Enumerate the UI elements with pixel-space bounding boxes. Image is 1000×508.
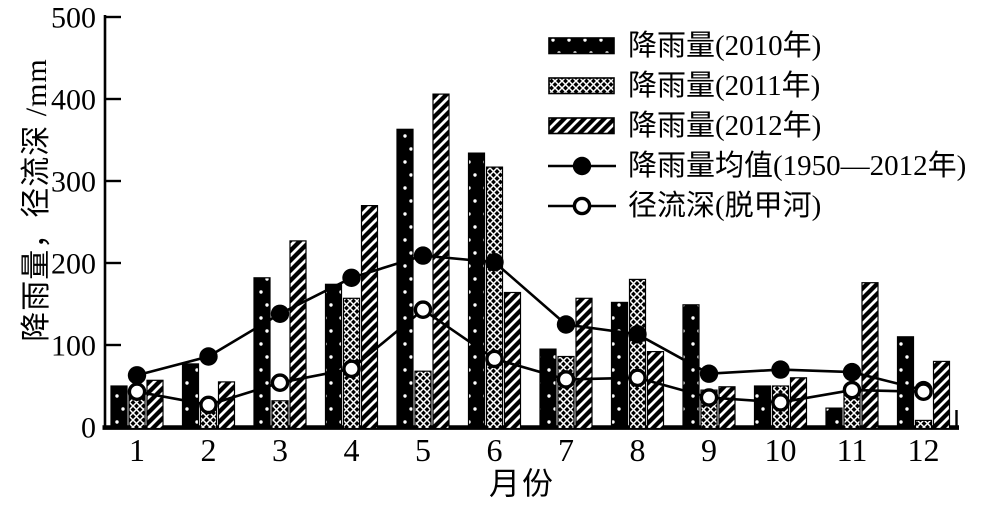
mean-marker-month-5: [413, 246, 433, 265]
bar-s1-month-7: [557, 355, 575, 430]
mean-marker-month-8: [628, 325, 647, 344]
mean-marker-month-3: [270, 304, 290, 323]
x-tick-label: 4: [344, 432, 360, 468]
x-tick-label: 1: [129, 432, 145, 468]
x-tick-label: 7: [558, 432, 574, 468]
mean-marker-month-4: [342, 268, 361, 287]
legend-swatch-diagonal-stripes-icon: [548, 117, 615, 135]
legend-item: 径流深(脱甲河): [548, 186, 966, 226]
mean-marker-month-10: [771, 360, 790, 379]
x-axis: 1 2 3 4 5 6 7 8 9 10 11 12: [102, 410, 959, 468]
bar-s0-month-8: [610, 301, 629, 430]
bar-s0-month-1: [110, 385, 128, 430]
bar-s0-month-9: [682, 304, 700, 430]
legend-item-label: 降雨量(2010年): [628, 29, 822, 62]
bar-s2-month-9: [718, 386, 736, 430]
bar-s1-month-8: [628, 278, 647, 430]
bar-s2-month-8: [646, 351, 665, 430]
runoff-marker-month-3: [270, 373, 290, 393]
bar-s0-month-6: [467, 152, 486, 430]
runoff-marker-month-4: [342, 359, 361, 379]
line-series-1: [127, 300, 933, 415]
legend-swatch-dots-icon: [548, 37, 615, 55]
legend-item: 降雨量(2010年): [548, 26, 966, 66]
bar-s0-month-12: [896, 336, 915, 430]
bar-series-2: [146, 93, 951, 430]
mean-marker-month-9: [699, 364, 719, 383]
y-tick-label: 200: [51, 248, 96, 281]
bar-s0-month-3: [253, 277, 271, 430]
legend-item: 降雨量均值(1950—2012年): [548, 146, 966, 186]
line-series-0: [127, 246, 933, 400]
y-axis: 0 100 200 300 400 500: [51, 2, 121, 445]
bar-s1-month-12: [914, 419, 933, 430]
bar-s0-month-5: [396, 128, 414, 430]
y-tick-label: 400: [51, 84, 96, 117]
bar-s1-month-3: [271, 400, 289, 430]
x-axis-title: 月份: [489, 466, 555, 502]
x-tick-label: 5: [415, 432, 431, 468]
legend-line-filled-circle-icon: [548, 156, 616, 176]
legend-line-open-circle-icon: [548, 196, 616, 216]
legend-item: 降雨量(2012年): [548, 106, 966, 146]
bar-s0-month-11: [825, 407, 843, 430]
bar-s2-month-1: [146, 379, 164, 430]
y-tick-label: 300: [51, 166, 96, 199]
x-tick-label: 9: [701, 432, 717, 468]
runoff-marker-month-1: [127, 382, 147, 402]
runoff-marker-month-9: [699, 388, 719, 407]
y-axis-title: 降雨量，径流深 /mm: [20, 58, 53, 342]
bar-s0-month-10: [753, 385, 772, 430]
bar-s2-month-3: [289, 240, 307, 430]
y-tick-label: 100: [51, 330, 96, 363]
legend-item-label: 降雨量均值(1950—2012年): [628, 149, 967, 182]
y-tick-label: 500: [51, 2, 96, 35]
bar-s2-month-12: [932, 360, 951, 430]
legend-item-label: 降雨量(2012年): [628, 109, 822, 142]
runoff-marker-month-5: [413, 300, 433, 320]
bar-s1-month-6: [485, 166, 504, 430]
bar-s2-month-5: [432, 93, 450, 430]
bar-s2-month-4: [360, 205, 379, 430]
legend-item: 降雨量(2011年): [548, 66, 966, 106]
mean-marker-month-7: [556, 315, 576, 334]
x-tick-label: 10: [765, 432, 797, 468]
bar-s2-month-7: [575, 297, 593, 430]
runoff-marker-month-10: [771, 393, 790, 412]
x-tick-label: 12: [908, 432, 940, 468]
bar-s0-month-4: [324, 283, 343, 430]
runoff-marker-month-11: [842, 380, 862, 400]
runoff-marker-month-8: [628, 368, 647, 388]
y-tick-label: 0: [81, 412, 96, 445]
bar-s1-month-5: [414, 370, 432, 430]
x-tick-label: 3: [272, 432, 288, 468]
legend-item-label: 降雨量(2011年): [628, 69, 821, 102]
mean-marker-month-2: [199, 347, 218, 366]
x-tick-label: 11: [837, 432, 868, 468]
mean-marker-month-6: [485, 253, 504, 272]
mean-marker-month-11: [842, 362, 862, 382]
runoff-marker-month-7: [556, 370, 576, 389]
bar-s0-month-2: [181, 363, 200, 430]
bar-s2-month-10: [789, 377, 808, 430]
bar-series-0: [110, 128, 915, 430]
runoff-marker-month-2: [199, 395, 218, 415]
runoff-marker-month-6: [485, 349, 504, 369]
x-tick-label: 8: [630, 432, 646, 468]
x-tick-label: 6: [487, 432, 503, 468]
bar-s2-month-6: [503, 291, 522, 430]
bar-s0-month-7: [539, 348, 557, 430]
legend: 降雨量(2010年) 降雨量(2011年) 降雨量(2012年) 降雨量均值(1…: [548, 26, 966, 226]
legend-item-label: 径流深(脱甲河): [628, 189, 822, 222]
bar-s2-month-11: [861, 282, 879, 430]
legend-swatch-crosshatch-icon: [548, 77, 615, 95]
mean-marker-month-1: [127, 366, 147, 385]
bar-s2-month-2: [217, 381, 236, 430]
runoff-marker-month-12: [914, 382, 933, 402]
x-tick-label: 2: [201, 432, 217, 468]
